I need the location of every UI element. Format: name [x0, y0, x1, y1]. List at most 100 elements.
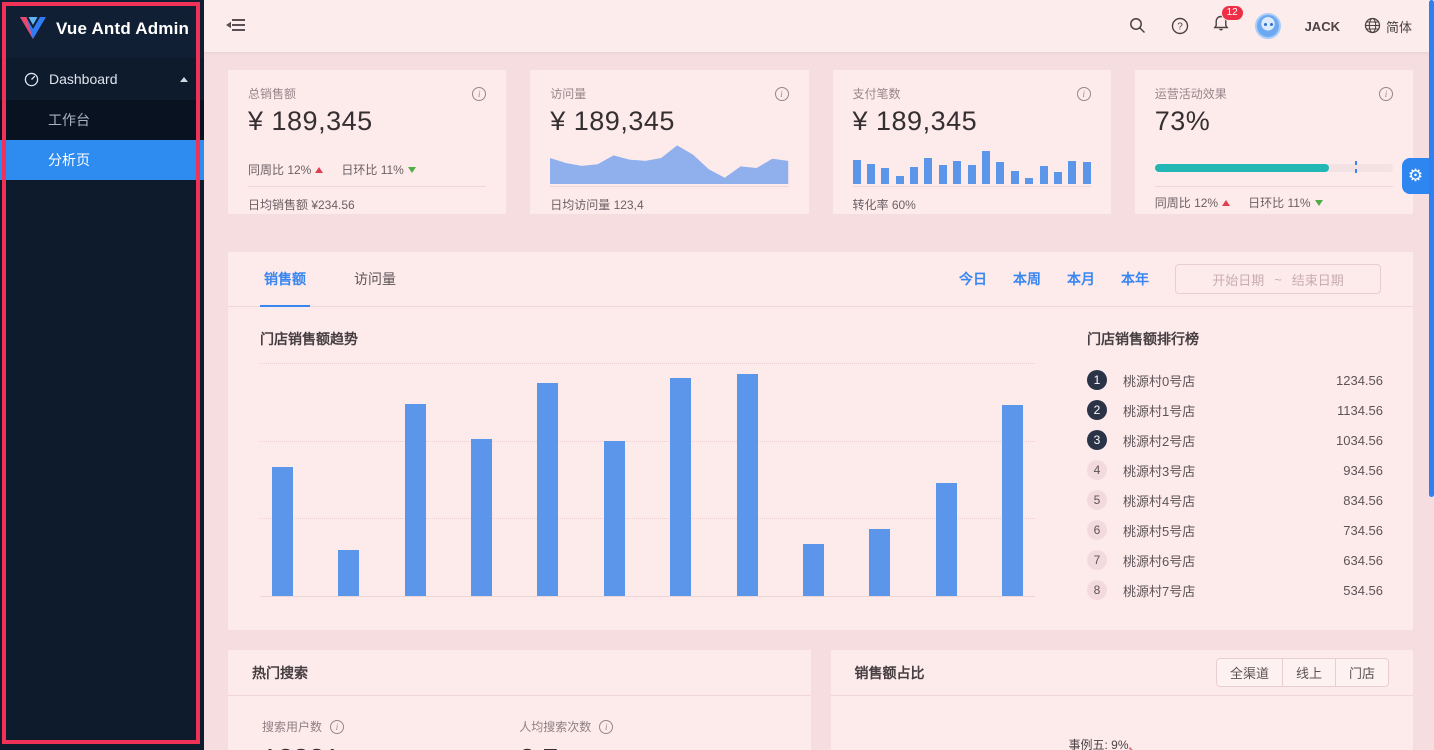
stat-label: 人均搜索次数	[519, 720, 592, 734]
date-range-picker[interactable]: 开始日期 ~ 结束日期	[1175, 264, 1381, 294]
stat-number: 2.7	[519, 743, 558, 750]
mini-bar	[953, 161, 962, 184]
rank-badge: 4	[1087, 460, 1107, 480]
stat-footer: 日均访问量 123,4	[550, 198, 644, 212]
avatar[interactable]	[1254, 13, 1281, 39]
info-icon[interactable]: i	[599, 719, 614, 734]
globe-icon	[1364, 17, 1382, 35]
mini-bar	[881, 168, 890, 184]
app-title: Vue Antd Admin	[56, 19, 190, 38]
help-icon[interactable]: ?	[1171, 17, 1189, 35]
store-value: 734.56	[1343, 522, 1383, 538]
bottom-cards-row: 热门搜索 搜索用户数 i 12321 71.2 人均搜索次数 i 2.7 71.2 销售额占比…	[228, 650, 1413, 750]
scrollbar-thumb[interactable]	[1429, 0, 1434, 497]
stat-trend: 71.2	[366, 747, 407, 750]
submenu-label: 分析页	[48, 152, 90, 168]
username[interactable]: JACK	[1304, 18, 1340, 34]
search-icon[interactable]	[1129, 17, 1147, 35]
bar	[869, 529, 891, 596]
dashboard-submenu: 工作台 分析页	[0, 100, 204, 180]
mini-bar	[1025, 177, 1034, 184]
stat-footer: 转化率 60%	[852, 198, 916, 212]
sidebar-item-workplace[interactable]: 工作台	[0, 100, 204, 140]
sidebar-item-analysis[interactable]: 分析页	[0, 140, 204, 180]
store-name: 桃源村1号店	[1123, 403, 1196, 419]
store-value: 834.56	[1343, 492, 1383, 508]
store-name: 桃源村3号店	[1123, 463, 1196, 479]
channel-filter-1[interactable]: 线上	[1282, 658, 1336, 687]
info-icon[interactable]: i	[330, 719, 345, 734]
trend-up: 同周比 12%	[1155, 194, 1231, 217]
trend-up: 同周比 12%	[248, 161, 324, 184]
bar	[272, 466, 293, 596]
notifications-button[interactable]: 12	[1213, 4, 1244, 38]
bar	[1001, 404, 1023, 596]
notification-badge: 12	[1220, 4, 1244, 21]
ranking-row: 6 桃源村5号店 734.56	[1087, 515, 1383, 545]
quick-filter-1[interactable]: 本周	[1013, 271, 1041, 287]
rank-badge: 5	[1087, 490, 1107, 510]
trend-down: 日环比 11%	[341, 161, 416, 184]
stat-trend: 71.2	[584, 747, 625, 750]
mini-bar	[938, 164, 947, 184]
tab-sales[interactable]: 销售额	[260, 252, 310, 307]
rank-badge: 2	[1087, 400, 1107, 420]
stat-title: 运营活动效果	[1154, 87, 1227, 101]
menu-fold-icon[interactable]	[226, 17, 245, 35]
mini-bar	[1053, 172, 1062, 184]
stat-card-total-sales: 总销售额 i ¥ 189,345 同周比 12% 日环比 11% 日均销售额 ¥2…	[228, 70, 507, 214]
channel-filter-2[interactable]: 门店	[1335, 658, 1389, 687]
info-icon[interactable]: i	[1076, 86, 1091, 101]
stat-card-visits: 访问量 i ¥ 189,345 日均访问量 123,4	[530, 70, 809, 214]
ranking-row: 4 桃源村3号店 934.56	[1087, 455, 1383, 485]
mini-bar	[1082, 162, 1091, 184]
sales-overview-card: 销售额 访问量 今日 本周 本月 本年 开始日期 ~ 结束日期 门店销售额趋势	[228, 252, 1413, 630]
stat-footer: 日均销售额 ¥234.56	[248, 198, 355, 212]
card-title: 销售额占比	[854, 664, 925, 681]
rank-badge: 8	[1087, 580, 1107, 600]
stat-cards-row: 总销售额 i ¥ 189,345 同周比 12% 日环比 11% 日均销售额 ¥2…	[228, 70, 1413, 214]
visits-area-chart	[550, 145, 789, 184]
hot-search-stat: 人均搜索次数 i 2.7 71.2	[519, 718, 776, 750]
channel-filter-0[interactable]: 全渠道	[1215, 658, 1283, 687]
mini-bar	[895, 175, 904, 184]
quick-filters: 今日 本周 本月 本年	[959, 269, 1149, 289]
svg-text:?: ?	[1177, 22, 1183, 33]
hot-search-stats: 搜索用户数 i 12321 71.2 人均搜索次数 i 2.7 71.2	[228, 696, 811, 750]
sidebar-item-label: Dashboard	[49, 71, 118, 87]
mini-bar	[996, 162, 1005, 184]
submenu-label: 工作台	[48, 112, 90, 128]
stat-value: ¥ 189,345	[550, 106, 675, 136]
bar	[471, 439, 493, 596]
settings-gear-button[interactable]: ⚙	[1402, 158, 1429, 194]
sales-share-card: 销售额占比 全渠道 线上 门店 事例五: 9%	[830, 650, 1413, 750]
info-icon[interactable]: i	[472, 86, 487, 101]
tab-visits[interactable]: 访问量	[354, 271, 396, 287]
quick-filter-0[interactable]: 今日	[959, 271, 987, 287]
info-icon[interactable]: i	[1379, 86, 1393, 101]
app-logo[interactable]: Vue Antd Admin	[0, 0, 204, 58]
mini-bar	[924, 157, 933, 184]
store-name: 桃源村4号店	[1123, 493, 1196, 509]
quick-filter-2[interactable]: 本月	[1067, 271, 1095, 287]
date-separator: ~	[1274, 271, 1282, 287]
quick-filter-3[interactable]: 本年	[1121, 271, 1149, 287]
info-icon[interactable]: i	[774, 86, 789, 101]
store-value: 1234.56	[1336, 372, 1383, 388]
card-title: 热门搜索	[252, 664, 308, 681]
store-sales-ranking-panel: 门店销售额排行榜 1 桃源村0号店 1234.56 2 桃源村1号店 1134.56 3 桃源…	[1067, 307, 1413, 605]
mini-bar	[1068, 160, 1077, 184]
end-date-placeholder[interactable]: 结束日期	[1291, 272, 1344, 288]
ranking-list: 1 桃源村0号店 1234.56 2 桃源村1号店 1134.56 3 桃源村2号店 1034.…	[1087, 365, 1383, 605]
locale-switch[interactable]: 简体	[1364, 17, 1412, 36]
start-date-placeholder[interactable]: 开始日期	[1212, 272, 1265, 288]
stat-title: 支付笔数	[852, 87, 901, 101]
operation-progress-bar	[1154, 161, 1393, 175]
mini-bar	[1039, 166, 1048, 184]
ranking-row: 7 桃源村6号店 634.56	[1087, 545, 1383, 575]
store-value: 1034.56	[1336, 432, 1383, 448]
store-name: 桃源村5号店	[1123, 523, 1196, 539]
sidebar-item-dashboard[interactable]: Dashboard	[0, 58, 204, 100]
chevron-up-icon	[180, 76, 188, 82]
ranking-row: 2 桃源村1号店 1134.56	[1087, 395, 1383, 425]
